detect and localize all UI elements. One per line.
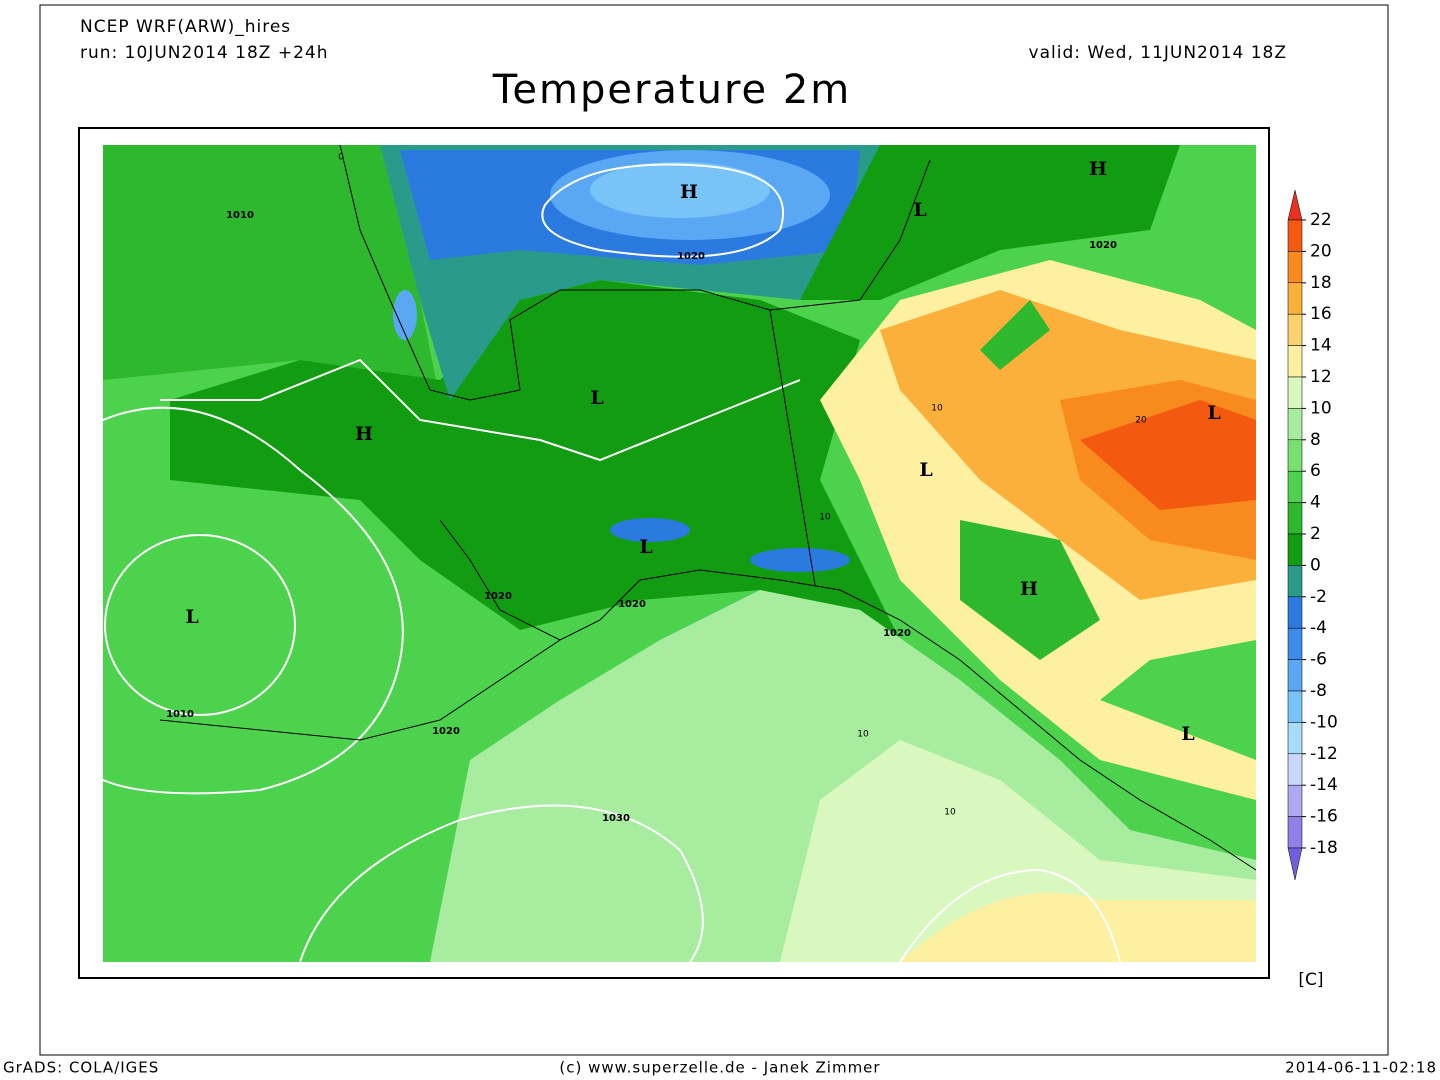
model-name: NCEP WRF(ARW)_hires — [80, 17, 291, 37]
colorbar-segment — [1287, 753, 1303, 786]
glacier — [610, 518, 690, 542]
temperature-label: 10 — [931, 404, 943, 414]
temperature-label: 20 — [1135, 416, 1147, 426]
colorbar-tick-label: 22 — [1310, 210, 1332, 230]
colorbar-segment — [1287, 376, 1303, 409]
colorbar-segment — [1287, 345, 1303, 378]
colorbar-segment — [1287, 565, 1303, 598]
region — [170, 280, 900, 640]
colorbar-segment — [1287, 816, 1303, 849]
colorbar-segment — [1287, 502, 1303, 535]
region — [1080, 400, 1256, 510]
colorbar-tick-label: 0 — [1310, 555, 1321, 575]
colorbar-tick-label: -4 — [1310, 618, 1327, 638]
colorbar-tick-label: -8 — [1310, 681, 1327, 701]
pressure-center: L — [913, 199, 926, 221]
isobar-label: 1020 — [432, 726, 460, 737]
temperature-label: 10 — [819, 513, 831, 523]
colorbar-segment — [1287, 282, 1303, 315]
temperature-label: 0 — [338, 153, 344, 163]
colorbar-segment — [1287, 784, 1303, 817]
pressure-center: L — [1207, 402, 1220, 424]
isobar-label: 1020 — [1089, 240, 1117, 251]
coastline — [159, 144, 1257, 871]
colorbar-tick-label: -14 — [1310, 775, 1338, 795]
region — [103, 145, 440, 400]
colorbar-tick-label: -10 — [1310, 712, 1338, 732]
pressure-center: H — [1089, 158, 1107, 180]
colorbar-segment — [1287, 627, 1303, 660]
colorbar-segment — [1287, 722, 1303, 755]
lagoon — [393, 290, 417, 340]
colorbar-segment — [1287, 596, 1303, 629]
temperature-label: 10 — [944, 808, 956, 818]
colorbar-tick-label: 2 — [1310, 524, 1321, 544]
colorbar-tick-label: -12 — [1310, 744, 1338, 764]
isobar-label: 1030 — [602, 813, 630, 824]
isobar-label: 1020 — [484, 591, 512, 602]
colorbar-tick-label: -2 — [1310, 587, 1327, 607]
colorbar-tick-label: 20 — [1310, 241, 1332, 261]
colorbar-tick-label: -18 — [1310, 838, 1338, 858]
isobar-label: 1020 — [677, 251, 705, 262]
footer-right: 2014-06-11-02:18 — [1285, 1059, 1437, 1077]
colorbar-segment — [1287, 439, 1303, 472]
isobar-label: 1010 — [226, 210, 254, 221]
title: Temperature 2m — [492, 67, 852, 113]
colorbar-segment — [1287, 251, 1303, 284]
lake — [980, 300, 1050, 370]
isobar-lines — [102, 163, 1121, 963]
colorbar-tick-label: 10 — [1310, 398, 1332, 418]
colorbar-tick-label: 4 — [1310, 493, 1321, 513]
valid-time: valid: Wed, 11JUN2014 18Z — [1029, 43, 1287, 63]
pressure-center: H — [355, 423, 373, 445]
colorbar-unit: [C] — [1298, 970, 1323, 990]
temperature-label: 10 — [857, 730, 869, 740]
pressure-center: L — [1181, 723, 1194, 745]
region — [960, 520, 1100, 660]
colorbar-extension — [1287, 189, 1303, 221]
colorbar-tick-label: 12 — [1310, 367, 1332, 387]
pressure-center: L — [185, 606, 198, 628]
colorbar-tick-label: -16 — [1310, 807, 1338, 827]
colorbar-tick-label: 18 — [1310, 273, 1332, 293]
map: HLHLHLLLLHL10101020102010201020102010101… — [78, 127, 1270, 979]
colorbar-extension — [1287, 847, 1303, 881]
colorbar-segment — [1287, 313, 1303, 346]
colorbar-tick-label: -6 — [1310, 650, 1327, 670]
isobar-label: 1010 — [166, 709, 194, 720]
colorbar-segment — [1287, 470, 1303, 503]
colorbar-segment — [1287, 533, 1303, 566]
pressure-center: L — [639, 536, 652, 558]
pressure-center: H — [1020, 578, 1038, 600]
colorbar-segment — [1287, 408, 1303, 441]
run-time: run: 10JUN2014 18Z +24h — [80, 43, 328, 63]
sea — [590, 162, 770, 218]
colorbar-tick-label: 6 — [1310, 461, 1321, 481]
region — [900, 892, 1256, 962]
footer-center: (c) www.superzelle.de - Janek Zimmer — [559, 1059, 880, 1077]
colorbar-segment — [1287, 690, 1303, 723]
map-frame — [78, 127, 1270, 979]
glacier — [750, 548, 850, 572]
pressure-center: H — [680, 181, 698, 203]
isobar-label: 1020 — [618, 599, 646, 610]
footer-left: GrADS: COLA/IGES — [3, 1059, 159, 1077]
colorbar-tick-label: 8 — [1310, 430, 1321, 450]
pressure-center: L — [590, 387, 603, 409]
region — [800, 145, 1180, 300]
pressure-center: L — [919, 459, 932, 481]
colorbar-tick-label: 14 — [1310, 336, 1332, 356]
outer-frame — [39, 4, 1389, 1056]
colorbar-tick-label: 16 — [1310, 304, 1332, 324]
colorbar-segment — [1287, 219, 1303, 252]
colorbar: 2220181614121086420-2-4-6-8-10-12-14-16-… — [1287, 189, 1338, 881]
isobar-label: 1020 — [883, 628, 911, 639]
colorbar-segment — [1287, 659, 1303, 692]
